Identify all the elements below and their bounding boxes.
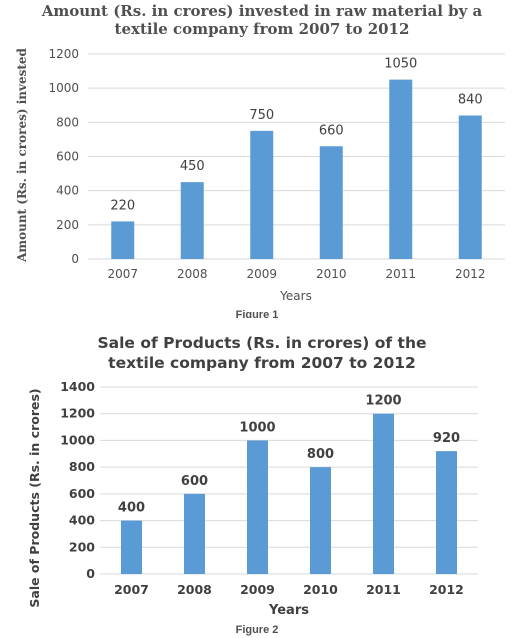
chart-1-y-tick-label: 1200	[48, 47, 79, 61]
figure-2-caption: Figure 2	[236, 624, 279, 636]
chart-2-bar-2012	[436, 451, 457, 574]
chart-1-y-tick-label: 200	[56, 218, 79, 232]
chart-1-data-label: 220	[110, 198, 135, 213]
chart-2: Sale of Products (Rs. in crores) of the …	[0, 330, 515, 638]
figure-2: Sale of Products (Rs. in crores) of the …	[0, 330, 515, 638]
chart-2-data-label: 1000	[239, 420, 275, 435]
chart-2-data-label: 400	[118, 501, 145, 516]
chart-2-bar-2007	[121, 521, 142, 574]
chart-1-x-tick-label: 2008	[177, 267, 208, 281]
chart-2-x-axis-label: Years	[268, 603, 309, 618]
chart-2-y-tick-label: 1000	[60, 432, 95, 447]
chart-1-y-tick-label: 400	[56, 184, 79, 198]
chart-1-y-tick-label: 0	[71, 252, 79, 266]
chart-2-x-tick-label: 2008	[177, 582, 212, 597]
chart-2-y-tick-label: 600	[69, 486, 95, 501]
chart-2-bar-2009	[247, 440, 268, 574]
figure-1: Amount (Rs. in crores) invested in raw m…	[0, 0, 515, 318]
chart-1-x-tick-label: 2009	[246, 267, 277, 281]
chart-2-bar-2008	[184, 494, 205, 574]
chart-1-y-tick-label: 800	[56, 115, 79, 129]
chart-2-title-line-2: textile company from 2007 to 2012	[108, 354, 416, 372]
chart-1-data-label: 1050	[384, 57, 417, 72]
chart-2-y-tick-label: 1200	[60, 406, 95, 421]
chart-2-data-label: 1200	[365, 394, 401, 409]
chart-2-data-label: 920	[433, 431, 460, 446]
chart-1-y-tick-label: 600	[56, 150, 79, 164]
chart-2-x-tick-label: 2007	[114, 582, 149, 597]
figure-1-caption: Figure 1	[236, 309, 279, 318]
chart-2-data-label: 600	[181, 474, 208, 489]
chart-1-bar-2011	[389, 80, 412, 259]
chart-1-title-line-2: textile company from 2007 to 2012	[115, 20, 410, 38]
chart-2-bar-2011	[373, 414, 394, 574]
chart-2-y-tick-label: 0	[86, 566, 95, 581]
chart-1-data-label: 750	[249, 108, 274, 123]
chart-2-title-line-1: Sale of Products (Rs. in crores) of the	[98, 334, 427, 352]
chart-1-data-label: 840	[458, 93, 483, 108]
chart-1-bar-2012	[459, 116, 482, 260]
chart-1-title-line-1: Amount (Rs. in crores) invested in raw m…	[41, 2, 483, 20]
chart-2-data-label: 800	[307, 447, 334, 462]
chart-2-y-tick-label: 400	[69, 513, 95, 528]
chart-1-data-label: 450	[180, 159, 205, 174]
chart-1-y-axis-label: Amount (Rs. in crores) invested	[15, 47, 29, 262]
chart-1-x-tick-label: 2010	[316, 267, 347, 281]
chart-1-x-tick-label: 2012	[455, 267, 486, 281]
chart-2-x-tick-label: 2012	[429, 582, 464, 597]
chart-2-bar-2010	[310, 467, 331, 574]
chart-1-bar-2009	[250, 131, 273, 259]
chart-1: Amount (Rs. in crores) invested in raw m…	[0, 0, 515, 318]
chart-1-x-axis-label: Years	[279, 289, 312, 303]
chart-2-x-tick-label: 2010	[303, 582, 338, 597]
chart-1-data-label: 660	[319, 123, 344, 138]
chart-1-bar-2008	[181, 182, 204, 259]
chart-1-y-tick-label: 1000	[48, 81, 79, 95]
chart-1-bar-2010	[320, 146, 343, 259]
chart-2-y-axis-label: Sale of Products (Rs. in crores)	[27, 388, 42, 607]
chart-2-y-tick-label: 800	[69, 459, 95, 474]
chart-1-x-tick-label: 2011	[385, 267, 416, 281]
chart-2-y-tick-label: 200	[69, 539, 95, 554]
chart-1-x-tick-label: 2007	[107, 267, 138, 281]
chart-2-y-tick-label: 1400	[60, 379, 95, 394]
chart-1-bar-2007	[111, 221, 134, 259]
chart-2-x-tick-label: 2011	[366, 582, 401, 597]
chart-2-x-tick-label: 2009	[240, 582, 275, 597]
